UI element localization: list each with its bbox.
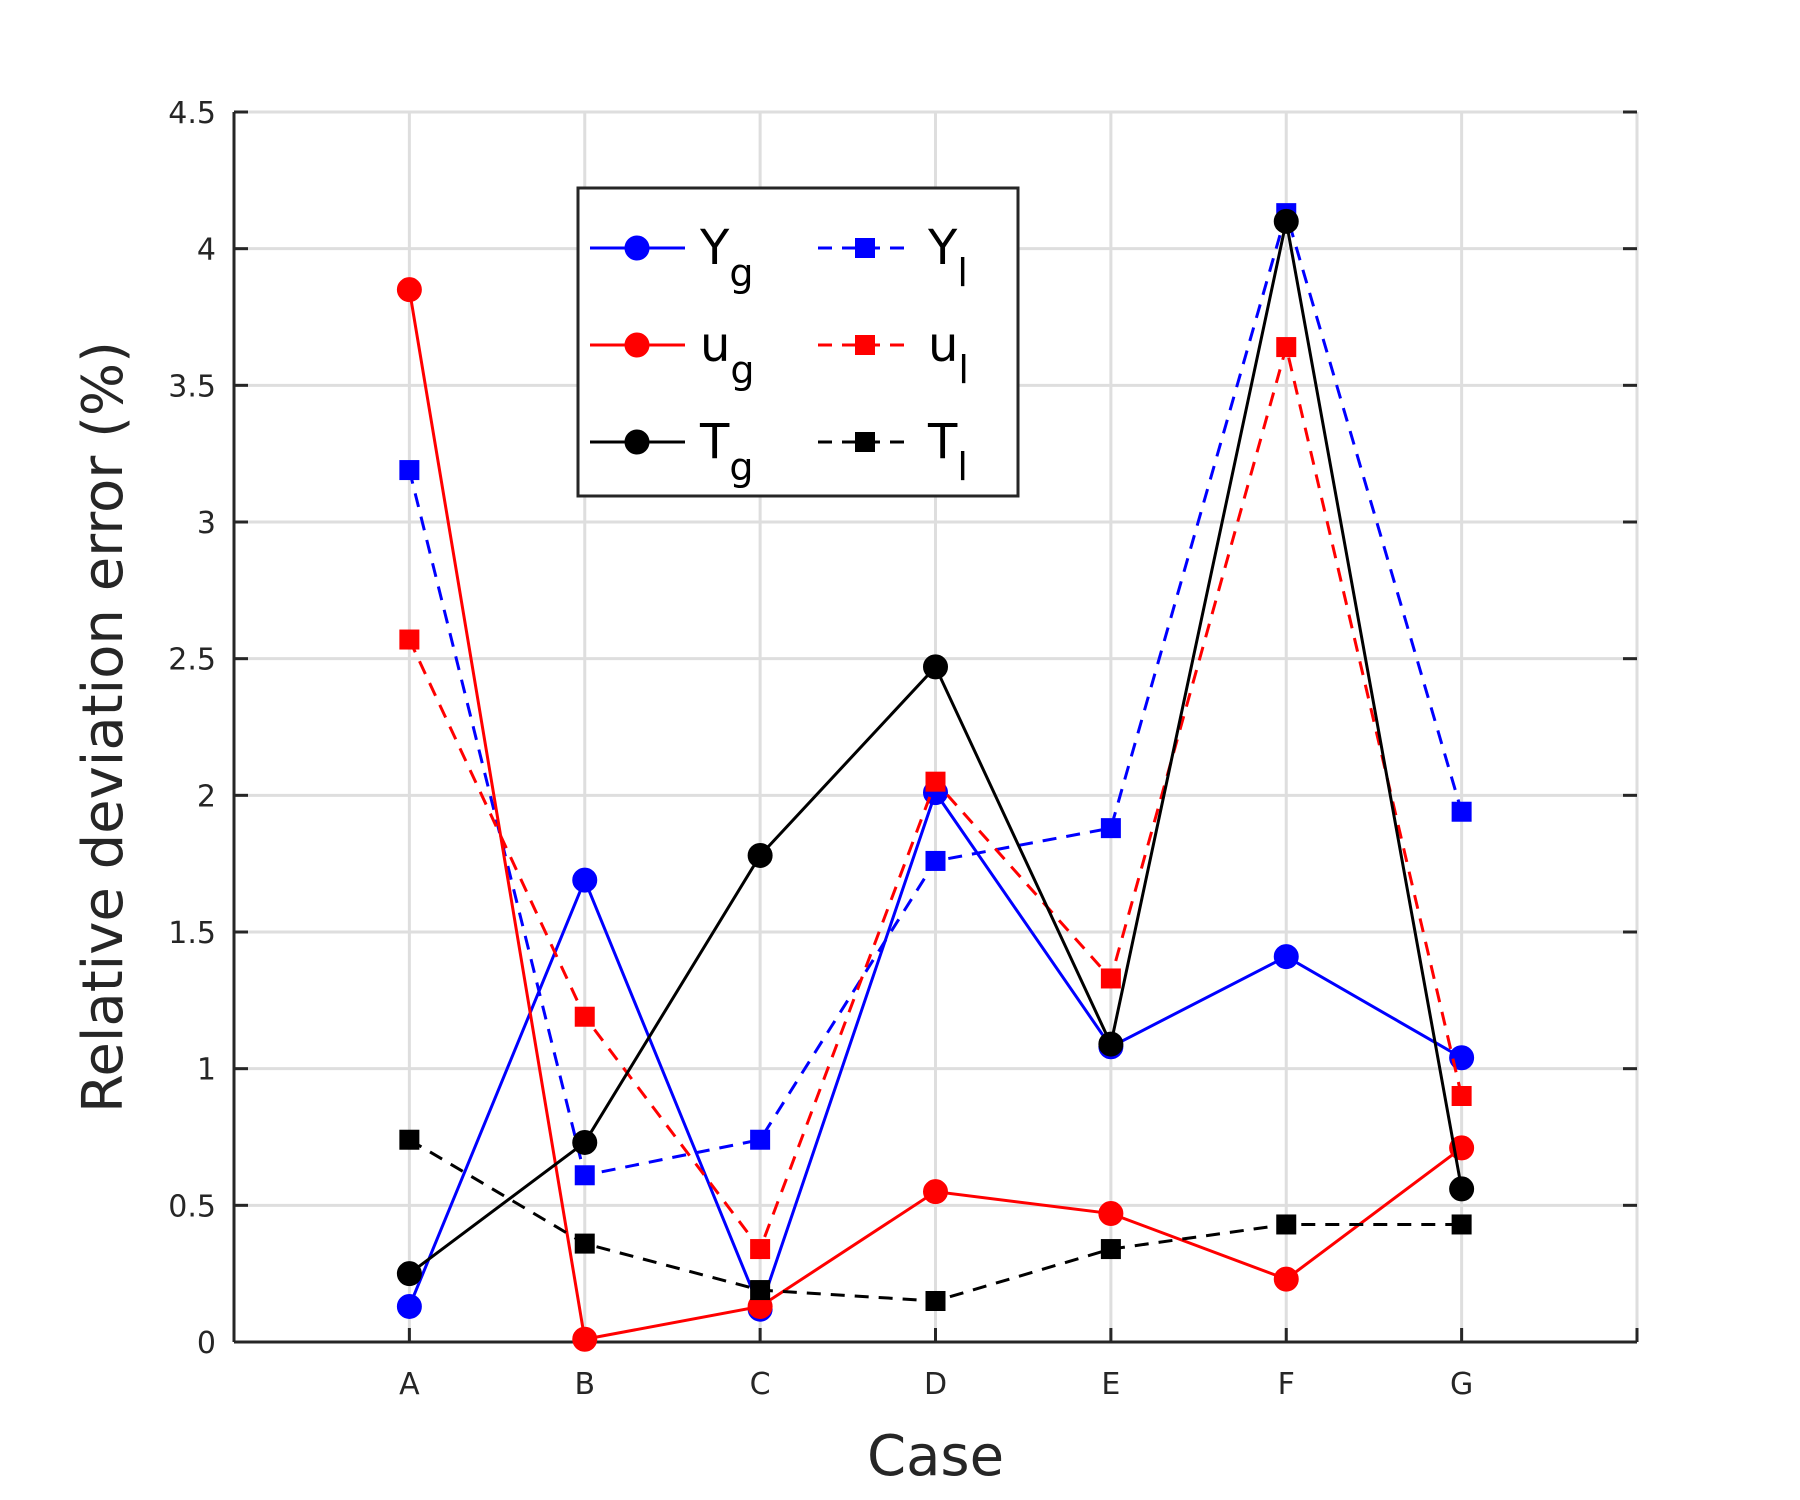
data-point xyxy=(923,1179,948,1205)
series-ul xyxy=(399,337,1472,1260)
x-tick-label: C xyxy=(750,1367,771,1402)
data-point xyxy=(1098,1201,1124,1227)
y-tick-label: 4 xyxy=(197,233,216,268)
legend-label-base: T xyxy=(927,414,958,470)
data-point xyxy=(399,460,420,481)
data-point xyxy=(1100,1239,1121,1260)
x-tick-label: E xyxy=(1101,1367,1120,1402)
data-point xyxy=(1098,1031,1124,1057)
data-point xyxy=(399,629,420,650)
legend-label-base: T xyxy=(699,414,730,470)
data-point xyxy=(572,1129,598,1155)
data-point xyxy=(925,850,946,871)
x-tick-label: A xyxy=(399,1367,420,1402)
data-point xyxy=(750,1129,771,1150)
y-tick-label: 2 xyxy=(197,779,216,814)
legend-item-Tl: Tl xyxy=(818,414,968,489)
y-tick-label: 3 xyxy=(197,506,216,541)
x-tick-label: B xyxy=(574,1367,595,1402)
data-point xyxy=(572,867,598,893)
data-point xyxy=(399,1129,420,1150)
data-point xyxy=(574,1006,595,1027)
legend-marker xyxy=(855,432,875,452)
legend-label: Yl xyxy=(927,220,968,295)
legend-marker xyxy=(624,429,650,455)
legend-item-ul: ul xyxy=(818,317,969,392)
legend-marker xyxy=(855,335,875,355)
legend-item-Yl: Yl xyxy=(818,220,968,295)
y-tick-label: 2.5 xyxy=(168,643,216,678)
data-point xyxy=(925,1291,946,1311)
data-point xyxy=(572,1326,598,1352)
legend-label-subscript: l xyxy=(957,251,968,295)
legend-label: ug xyxy=(700,317,755,392)
legend-label: ul xyxy=(928,317,969,392)
data-point xyxy=(1273,208,1299,234)
y-tick-label: 4.5 xyxy=(168,96,216,131)
x-tick-label: F xyxy=(1278,1367,1295,1402)
legend-label-subscript: l xyxy=(958,348,969,392)
legend-label-subscript: g xyxy=(729,445,753,489)
legend-label-subscript: g xyxy=(730,348,754,392)
data-point xyxy=(1449,1176,1475,1202)
axes: 0 0.5 1 1.5 2 2.5 3 3.5 4 4.5 A B C D E F G xyxy=(168,96,1639,1402)
data-point xyxy=(396,1261,422,1287)
data-point xyxy=(1276,1214,1297,1235)
data-point xyxy=(923,654,948,680)
y-tick-label: 0 xyxy=(197,1326,216,1361)
series-Tg xyxy=(396,208,1475,1287)
data-point xyxy=(1273,1266,1299,1292)
legend-label-base: Y xyxy=(927,220,958,276)
legend-marker xyxy=(855,238,875,258)
legend-label-base: u xyxy=(700,317,730,373)
data-point xyxy=(1449,1045,1475,1071)
data-point xyxy=(1273,944,1299,970)
y-tick-label: 0.5 xyxy=(168,1189,216,1224)
x-axis-title: Case xyxy=(867,1424,1004,1489)
data-point xyxy=(1276,337,1297,358)
y-axis-title: Relative deviation error (%) xyxy=(71,341,136,1113)
legend-box xyxy=(576,186,1020,498)
data-point xyxy=(750,1280,771,1301)
legend-label-subscript: l xyxy=(957,445,968,489)
legend-label: Yg xyxy=(699,220,753,295)
data-point xyxy=(747,842,773,868)
data-point xyxy=(396,1293,422,1319)
legend-item-ug: ug xyxy=(590,317,755,392)
series-Tl xyxy=(399,1129,1472,1311)
data-point xyxy=(396,277,422,303)
legend-marker xyxy=(624,332,650,358)
data-point xyxy=(1451,801,1472,822)
legend-label-subscript: g xyxy=(729,251,753,295)
y-tick-label: 1 xyxy=(197,1053,216,1088)
legend-item-Yg: Yg xyxy=(590,220,753,295)
x-tick-label: D xyxy=(924,1367,947,1402)
data-point xyxy=(1100,818,1121,839)
y-tick-label: 1.5 xyxy=(168,916,216,951)
legend-label: Tl xyxy=(927,414,968,489)
legend-marker xyxy=(624,235,650,261)
data-point xyxy=(925,771,946,792)
x-tick-label: G xyxy=(1450,1367,1473,1402)
data-point xyxy=(1451,1086,1472,1106)
data-point xyxy=(1451,1214,1472,1235)
series-layer xyxy=(396,203,1475,1352)
data-point xyxy=(750,1239,771,1260)
y-tick-label: 3.5 xyxy=(168,369,216,404)
legend-label-base: u xyxy=(928,317,958,373)
data-point xyxy=(574,1165,595,1186)
data-point xyxy=(1100,968,1121,989)
legend-item-Tg: Tg xyxy=(590,414,753,489)
legend-label-base: Y xyxy=(699,220,730,276)
legend-label: Tg xyxy=(699,414,753,489)
data-point xyxy=(574,1233,595,1254)
